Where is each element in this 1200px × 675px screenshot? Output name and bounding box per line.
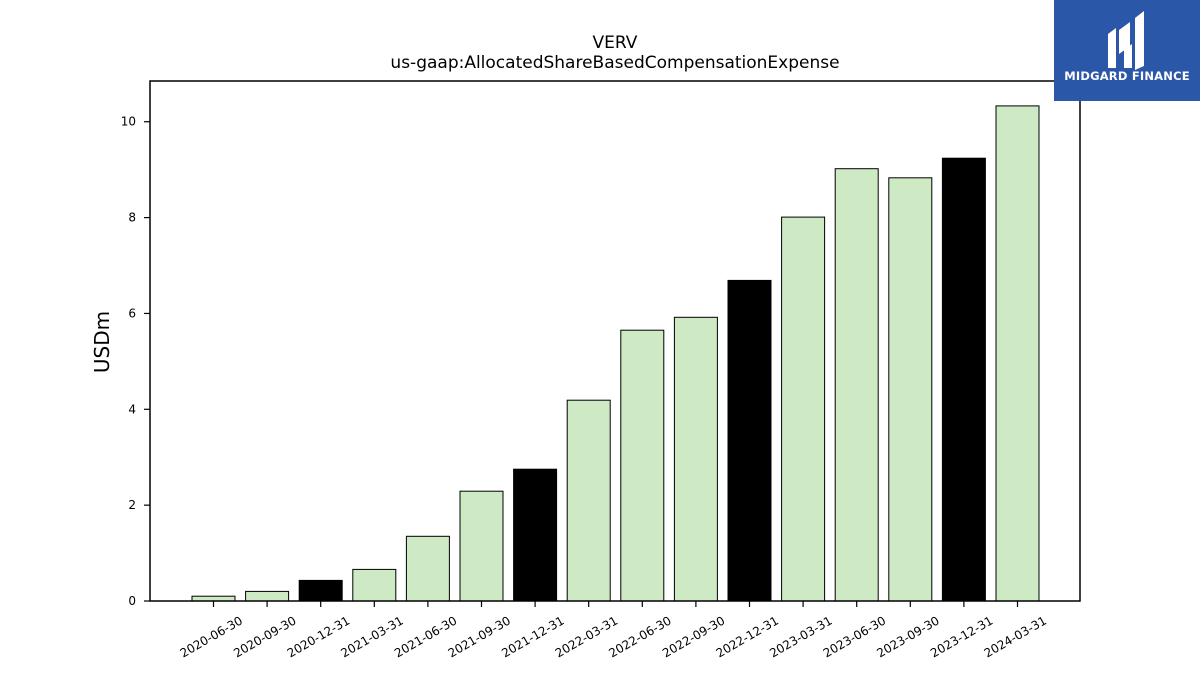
plot-frame bbox=[149, 80, 1081, 602]
bar-2022-06-30 bbox=[620, 329, 665, 602]
bar-2021-06-30 bbox=[405, 535, 450, 602]
logo-text: MIDGARD FINANCE bbox=[1064, 69, 1190, 83]
y-axis-label: USDm bbox=[90, 311, 114, 373]
bar-2023-12-31 bbox=[941, 157, 986, 602]
y-tick-label: 4 bbox=[128, 402, 136, 416]
logo-mark-icon bbox=[1108, 11, 1144, 70]
midgard-finance-logo: MIDGARD FINANCE bbox=[1054, 0, 1200, 101]
chart-subtitle: us-gaap:AllocatedShareBasedCompensationE… bbox=[390, 53, 839, 73]
bar-2023-09-30 bbox=[888, 177, 933, 602]
x-ticks-group: 2020-06-302020-09-302020-12-312021-03-31… bbox=[178, 601, 1049, 660]
y-tick-label: 6 bbox=[128, 306, 136, 320]
bar-2021-03-31 bbox=[352, 568, 397, 602]
bar-2022-09-30 bbox=[673, 316, 718, 602]
bar-2021-09-30 bbox=[459, 490, 504, 602]
y-ticks-group: 0 2 4 6 8 10 bbox=[121, 115, 150, 608]
y-tick-label: 0 bbox=[128, 594, 136, 608]
bar-2021-12-31 bbox=[513, 468, 558, 602]
bars-group bbox=[191, 105, 1040, 602]
bar-2024-03-31 bbox=[995, 105, 1040, 602]
bar-2020-12-31 bbox=[298, 579, 343, 602]
chart-title: VERV bbox=[593, 33, 638, 53]
y-tick-label: 8 bbox=[128, 211, 136, 225]
bar-2020-09-30 bbox=[245, 590, 290, 602]
y-tick-label: 2 bbox=[128, 498, 136, 512]
y-tick-label: 10 bbox=[121, 115, 136, 129]
bar-2023-06-30 bbox=[834, 168, 879, 602]
bar-2022-12-31 bbox=[727, 279, 772, 602]
bar-2022-03-31 bbox=[566, 399, 611, 602]
bar-2023-03-31 bbox=[781, 216, 826, 602]
